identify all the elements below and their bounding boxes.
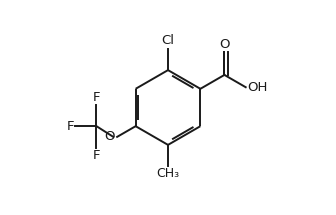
Text: O: O bbox=[219, 38, 230, 51]
Text: F: F bbox=[67, 120, 74, 133]
Text: OH: OH bbox=[247, 81, 268, 94]
Text: O: O bbox=[104, 130, 115, 143]
Text: CH₃: CH₃ bbox=[157, 167, 179, 180]
Text: F: F bbox=[93, 149, 100, 162]
Text: F: F bbox=[93, 91, 100, 104]
Text: Cl: Cl bbox=[162, 34, 174, 47]
